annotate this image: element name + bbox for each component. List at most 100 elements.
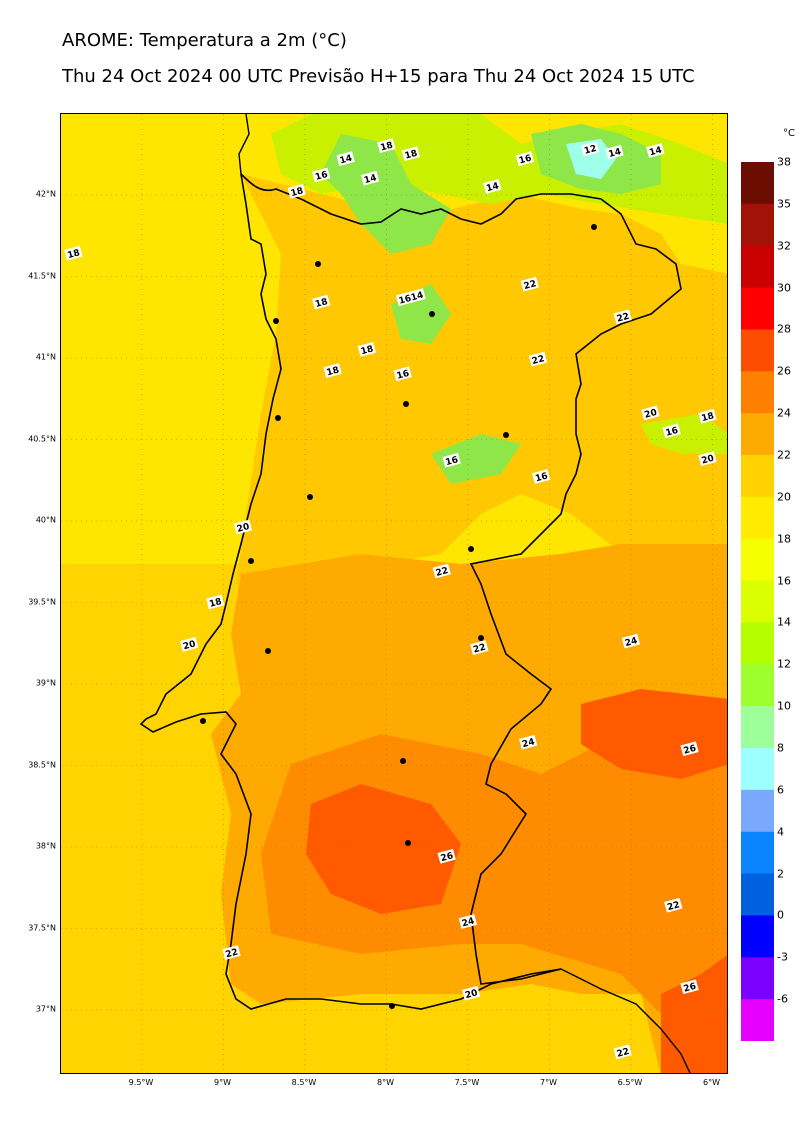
city-marker [275, 415, 281, 421]
contour-label: 18 [287, 183, 306, 199]
contour-label-text: 20 [236, 522, 251, 535]
contour-label: 22 [528, 351, 548, 367]
contour-label: 26 [680, 741, 699, 757]
contour-label-background [519, 734, 538, 750]
colorbar-tick-label: 14 [777, 615, 791, 629]
contour-label-background [470, 640, 489, 656]
contour-label-text: 24 [624, 636, 639, 649]
colorbar-segment [741, 915, 774, 958]
contour-label-background [641, 405, 660, 421]
contour-label-text: 20 [182, 639, 197, 652]
land-hottest-area-east [581, 689, 727, 779]
cold-area-peak [566, 139, 616, 179]
contour-label: 22 [432, 563, 451, 579]
contour-label-background [664, 897, 683, 913]
contour-label-background [222, 945, 241, 960]
latitude-label: 41°N [35, 352, 56, 362]
city-marker [248, 558, 254, 564]
contour-label-background [206, 594, 225, 610]
contour-label-background [613, 1044, 632, 1060]
contour-label-text: 18 [208, 597, 223, 610]
longitude-label: 7°W [540, 1078, 557, 1087]
colorbar-tick-label: 35 [777, 197, 791, 211]
contour-label: 16 [662, 423, 681, 439]
city-marker [389, 1003, 395, 1009]
colorbar-tick-label: 26 [777, 364, 791, 378]
colorbar-tick-label: 16 [777, 574, 791, 588]
contour-label-text: 18 [66, 248, 81, 261]
contour-label-background [605, 144, 624, 160]
longitude-label: 9°W [214, 1078, 231, 1087]
contour-label: 24 [458, 914, 478, 929]
contour-label: 18 [206, 594, 225, 610]
city-marker [405, 840, 411, 846]
contour-label-text: 16 [534, 472, 549, 485]
contour-label-background [357, 341, 376, 357]
contour-label-background [621, 633, 641, 649]
contour-label-background [437, 848, 456, 864]
colorbar-segment [741, 957, 774, 1000]
contour-label-text: 26 [683, 744, 698, 757]
contour-label: 26 [437, 848, 456, 864]
contour-label: 16 [393, 366, 412, 382]
contour-label-background [580, 141, 600, 157]
contour-label-text: 20 [701, 454, 716, 467]
contour-label: 18 [312, 294, 331, 310]
map-subtitle: Thu 24 Oct 2024 00 UTC Previsão H+15 par… [62, 66, 695, 87]
national-border [240, 173, 682, 985]
contour-label: 22 [613, 309, 632, 325]
contour-label: 14 [336, 151, 355, 167]
contour-label-text: 26 [683, 982, 698, 995]
contour-label: 18 [357, 341, 376, 357]
latitude-label: 37°N [35, 1004, 56, 1014]
contour-label-text: 22 [472, 643, 487, 656]
contour-label-text: 14 [648, 146, 663, 159]
contour-label-text: 16 [396, 369, 411, 382]
colorbar-tick-label: 30 [777, 281, 791, 295]
contour-label-text: 18 [701, 411, 716, 424]
colorbar [741, 162, 774, 1041]
contour-label-text: 26 [440, 851, 455, 864]
city-marker [591, 224, 597, 230]
contour-label-text: 14 [485, 181, 500, 194]
contour-label-background [528, 351, 548, 367]
contour-label-text: 24 [521, 737, 536, 750]
colorbar-segment [741, 538, 774, 582]
spain-coastline-galicia [238, 114, 250, 175]
city-marker [503, 432, 509, 438]
contour-label-text: 18 [404, 149, 419, 162]
land-hottest-area [306, 784, 461, 914]
contour-label-text: 22 [616, 1047, 631, 1060]
contour-label-background [377, 138, 396, 154]
city-marker [478, 635, 484, 641]
contour-label: 20 [461, 985, 481, 1001]
contour-label-background [515, 151, 535, 167]
city-marker [403, 401, 409, 407]
contour-label-text: 16 [518, 154, 533, 167]
colorbar-segment [741, 706, 774, 749]
colorbar-segment [741, 789, 774, 833]
contour-label-background [680, 741, 699, 757]
contour-label: 18 [401, 146, 420, 162]
contour-label-text: 18 [290, 186, 305, 199]
colorbar-tick-label: 32 [777, 239, 791, 253]
latitude-label: 38.5°N [28, 760, 56, 769]
contour-label-background [393, 366, 412, 382]
contour-label-background [432, 563, 451, 579]
latitude-label: 41.5°N [28, 271, 56, 280]
longitude-label: 8°W [377, 1078, 394, 1087]
contour-label-background [680, 979, 699, 995]
portugal-coastline [139, 173, 562, 1010]
contour-label: 16 [532, 469, 551, 485]
contour-label-background [461, 985, 481, 1001]
contour-label-background [532, 469, 551, 484]
contour-label-text: 22 [616, 312, 631, 325]
contour-label: 22 [222, 945, 241, 960]
city-marker [429, 311, 435, 317]
contour-label: 20 [233, 519, 253, 535]
contour-label: 22 [520, 276, 539, 292]
city-marker [265, 648, 271, 654]
colorbar-segment [741, 622, 774, 665]
contour-label-background [360, 170, 380, 186]
